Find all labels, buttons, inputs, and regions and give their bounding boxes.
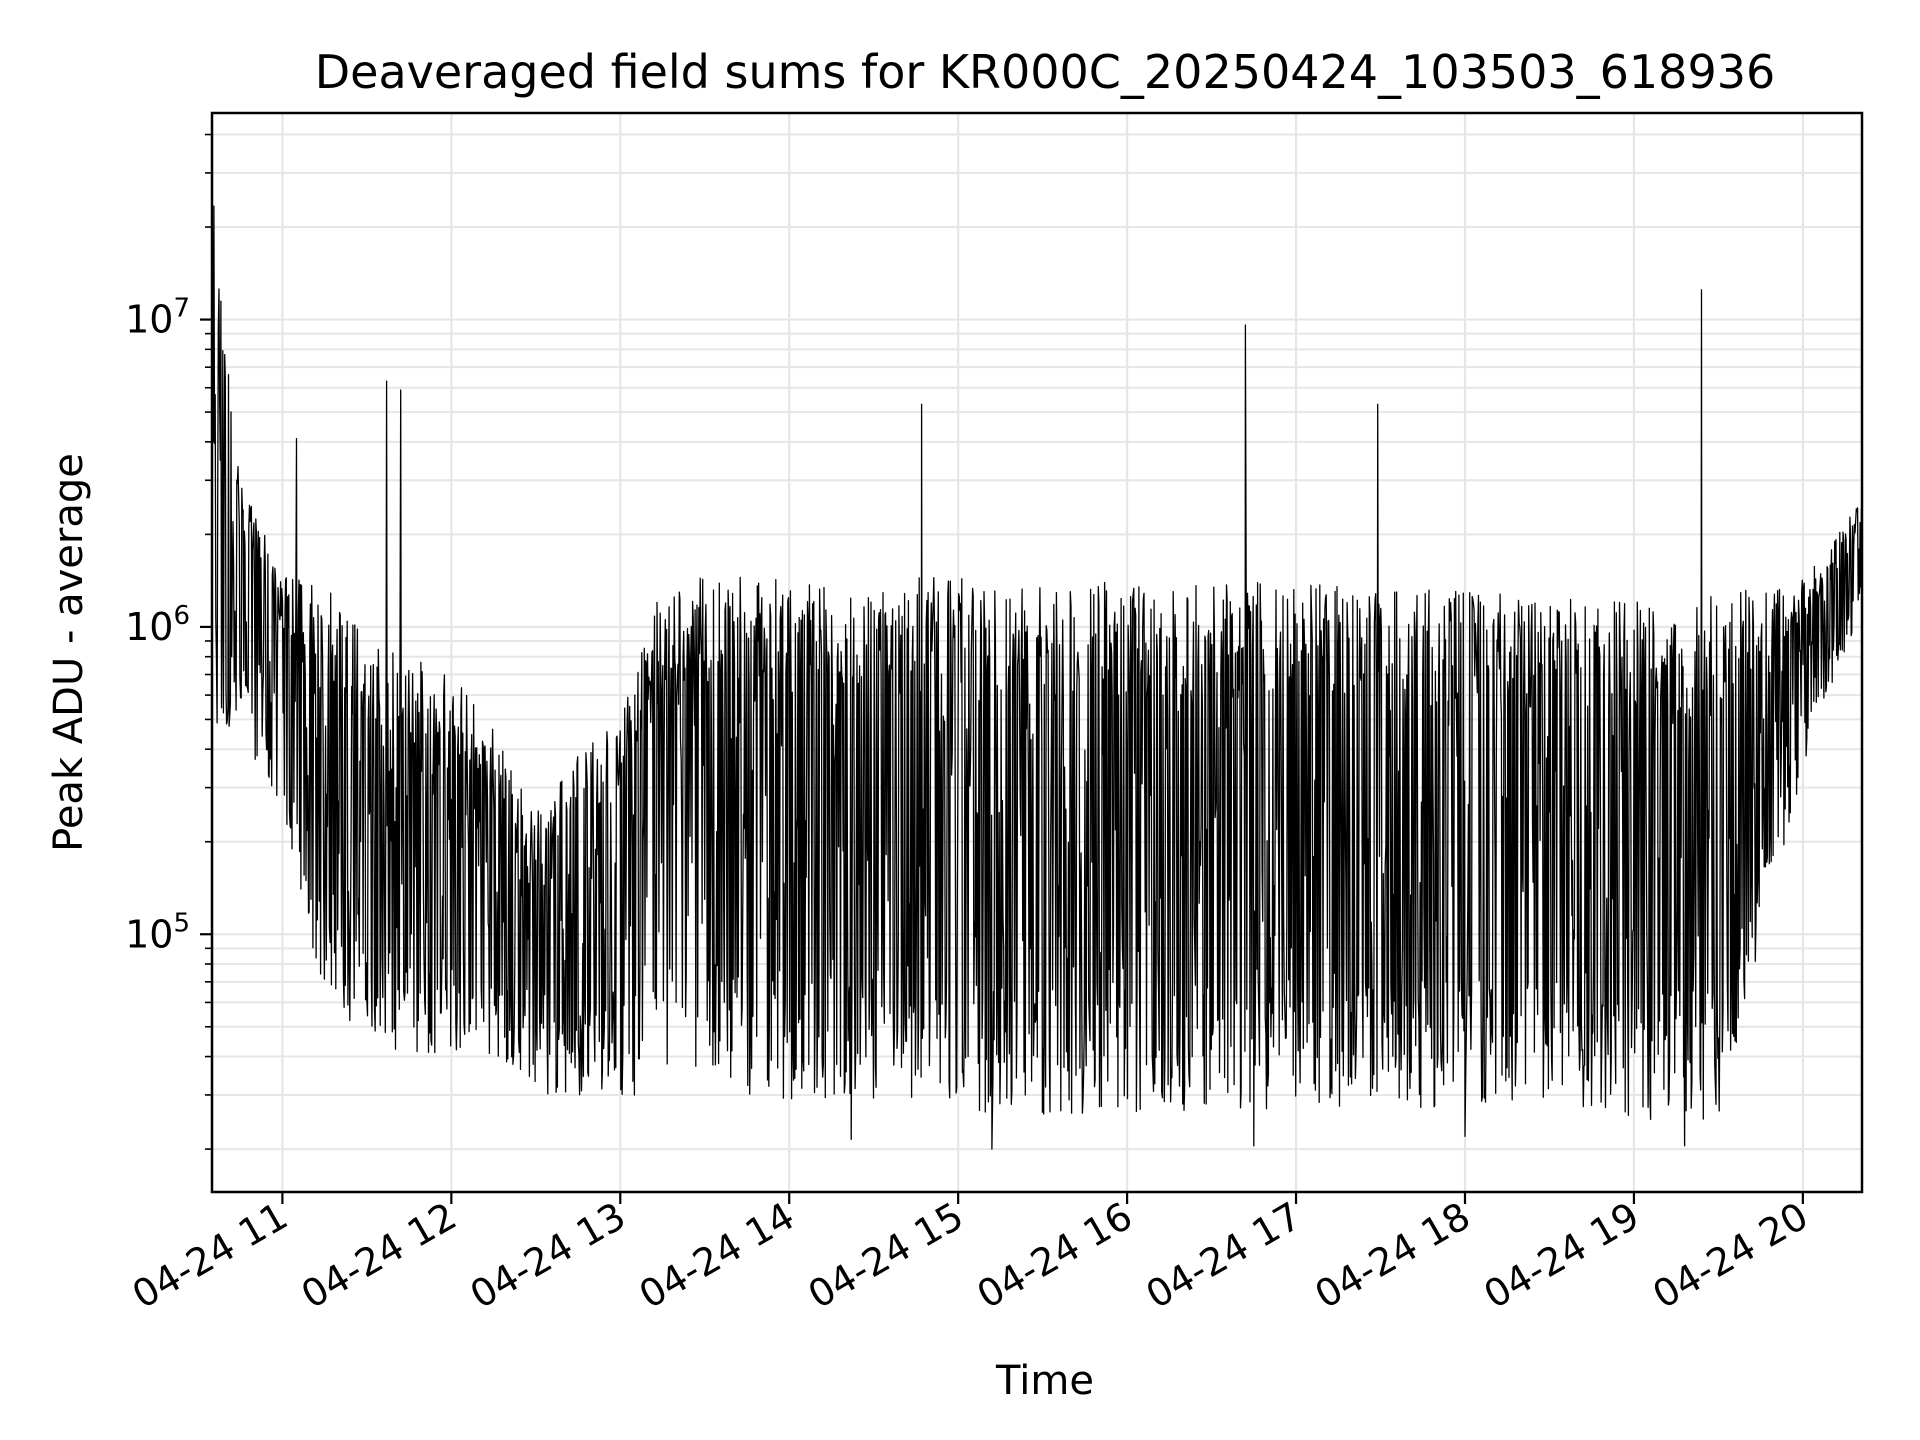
y-tick-label: 106 bbox=[125, 601, 190, 649]
series-line bbox=[212, 152, 1862, 1150]
y-axis-label: Peak ADU - average bbox=[46, 453, 92, 852]
data-series bbox=[212, 152, 1862, 1150]
y-tick-label: 105 bbox=[125, 908, 190, 956]
chart-title: Deaveraged field sums for KR000C_2025042… bbox=[315, 45, 1776, 99]
y-tick-label: 107 bbox=[125, 294, 190, 342]
plot-frame bbox=[210, 111, 1864, 1194]
y-axis-ticks: 105 106 107 bbox=[125, 133, 212, 1150]
x-axis-label: Time bbox=[995, 1358, 1094, 1404]
